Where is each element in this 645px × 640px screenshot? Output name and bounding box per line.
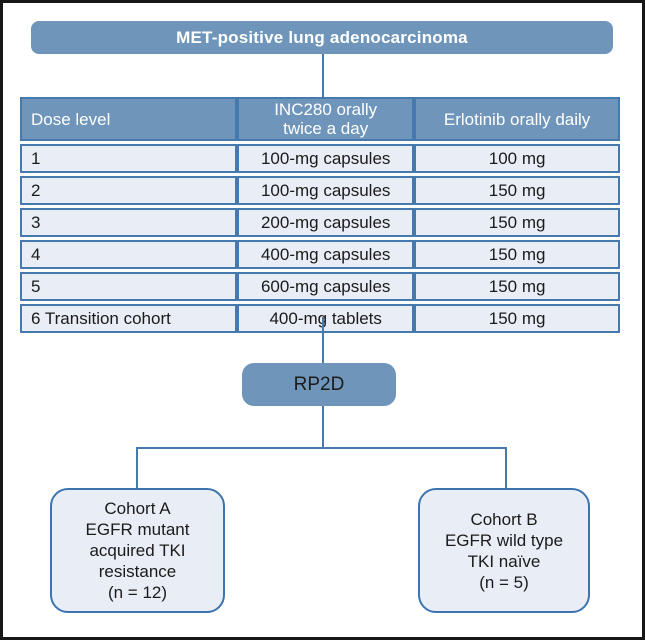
cell-dose-level: 4: [20, 240, 238, 269]
col-header-dose-level: Dose level: [20, 97, 238, 141]
cohort-a-label: Cohort A EGFR mutant acquired TKI resist…: [85, 499, 190, 602]
rp2d-label: RP2D: [293, 373, 345, 395]
cohort-b-box: Cohort B EGFR wild type TKI naïve (n = 5…: [418, 488, 590, 613]
connector-rp2d-down: [322, 406, 324, 449]
col-header-inc280: INC280 orally twice a day: [237, 97, 415, 141]
dose-escalation-table: Dose level INC280 orally twice a day Erl…: [20, 94, 620, 336]
connector-title-to-table: [322, 54, 324, 97]
cell-inc280-dose: 400-mg capsules: [237, 240, 415, 269]
connector-table-to-rp2d: [322, 317, 324, 363]
table-header-row: Dose level INC280 orally twice a day Erl…: [20, 97, 620, 141]
connector-branch-right: [505, 447, 507, 488]
table-row: 1 100-mg capsules 100 mg: [20, 144, 620, 173]
table-row: 6 Transition cohort 400-mg tablets 150 m…: [20, 304, 620, 333]
table-row: 5 600-mg capsules 150 mg: [20, 272, 620, 301]
connector-branch-horizontal: [136, 447, 507, 449]
rp2d-box: RP2D: [242, 363, 396, 406]
cell-erlotinib-dose: 150 mg: [414, 240, 620, 269]
connector-branch-left: [136, 447, 138, 488]
cell-inc280-dose: 200-mg capsules: [237, 208, 415, 237]
table-row: 2 100-mg capsules 150 mg: [20, 176, 620, 205]
cell-erlotinib-dose: 150 mg: [414, 176, 620, 205]
cell-erlotinib-dose: 100 mg: [414, 144, 620, 173]
cohort-a-box: Cohort A EGFR mutant acquired TKI resist…: [50, 488, 225, 613]
table-row: 3 200-mg capsules 150 mg: [20, 208, 620, 237]
cell-dose-level: 2: [20, 176, 238, 205]
cell-erlotinib-dose: 150 mg: [414, 208, 620, 237]
title-box: MET-positive lung adenocarcinoma: [31, 21, 613, 54]
cell-erlotinib-dose: 150 mg: [414, 272, 620, 301]
cell-inc280-dose: 600-mg capsules: [237, 272, 415, 301]
cell-dose-level: 1: [20, 144, 238, 173]
cell-inc280-dose: 100-mg capsules: [237, 176, 415, 205]
cell-inc280-dose: 100-mg capsules: [237, 144, 415, 173]
cohort-b-label: Cohort B EGFR wild type TKI naïve (n = 5…: [444, 509, 564, 592]
title-box-label: MET-positive lung adenocarcinoma: [176, 27, 468, 47]
cell-dose-level: 6 Transition cohort: [20, 304, 238, 333]
cell-dose-level: 5: [20, 272, 238, 301]
col-header-erlotinib: Erlotinib orally daily: [414, 97, 620, 141]
table-row: 4 400-mg capsules 150 mg: [20, 240, 620, 269]
cell-dose-level: 3: [20, 208, 238, 237]
cell-erlotinib-dose: 150 mg: [414, 304, 620, 333]
cell-inc280-dose: 400-mg tablets: [237, 304, 415, 333]
